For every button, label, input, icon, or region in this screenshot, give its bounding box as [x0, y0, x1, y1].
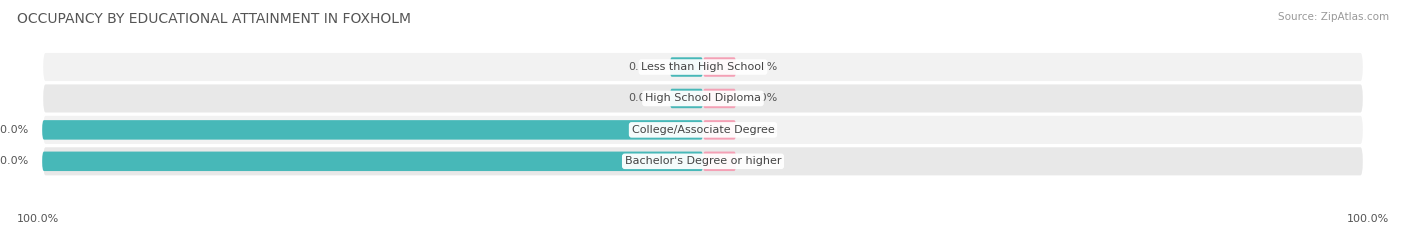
- Text: Source: ZipAtlas.com: Source: ZipAtlas.com: [1278, 12, 1389, 22]
- FancyBboxPatch shape: [42, 52, 1364, 82]
- Text: 100.0%: 100.0%: [0, 156, 30, 166]
- FancyBboxPatch shape: [703, 152, 737, 171]
- FancyBboxPatch shape: [42, 146, 1364, 176]
- Text: 0.0%: 0.0%: [749, 125, 778, 135]
- FancyBboxPatch shape: [42, 115, 1364, 145]
- FancyBboxPatch shape: [703, 89, 737, 108]
- Text: High School Diploma: High School Diploma: [645, 93, 761, 103]
- Text: 100.0%: 100.0%: [0, 125, 30, 135]
- FancyBboxPatch shape: [703, 57, 737, 77]
- FancyBboxPatch shape: [703, 120, 737, 140]
- FancyBboxPatch shape: [42, 120, 703, 140]
- Text: 0.0%: 0.0%: [628, 93, 657, 103]
- FancyBboxPatch shape: [669, 57, 703, 77]
- Text: OCCUPANCY BY EDUCATIONAL ATTAINMENT IN FOXHOLM: OCCUPANCY BY EDUCATIONAL ATTAINMENT IN F…: [17, 12, 411, 26]
- Text: Bachelor's Degree or higher: Bachelor's Degree or higher: [624, 156, 782, 166]
- Text: 0.0%: 0.0%: [749, 93, 778, 103]
- Text: 0.0%: 0.0%: [628, 62, 657, 72]
- FancyBboxPatch shape: [42, 152, 703, 171]
- Text: College/Associate Degree: College/Associate Degree: [631, 125, 775, 135]
- FancyBboxPatch shape: [669, 89, 703, 108]
- Text: Less than High School: Less than High School: [641, 62, 765, 72]
- Text: 0.0%: 0.0%: [749, 156, 778, 166]
- FancyBboxPatch shape: [42, 83, 1364, 113]
- Text: 100.0%: 100.0%: [17, 214, 59, 224]
- Text: 100.0%: 100.0%: [1347, 214, 1389, 224]
- Text: 0.0%: 0.0%: [749, 62, 778, 72]
